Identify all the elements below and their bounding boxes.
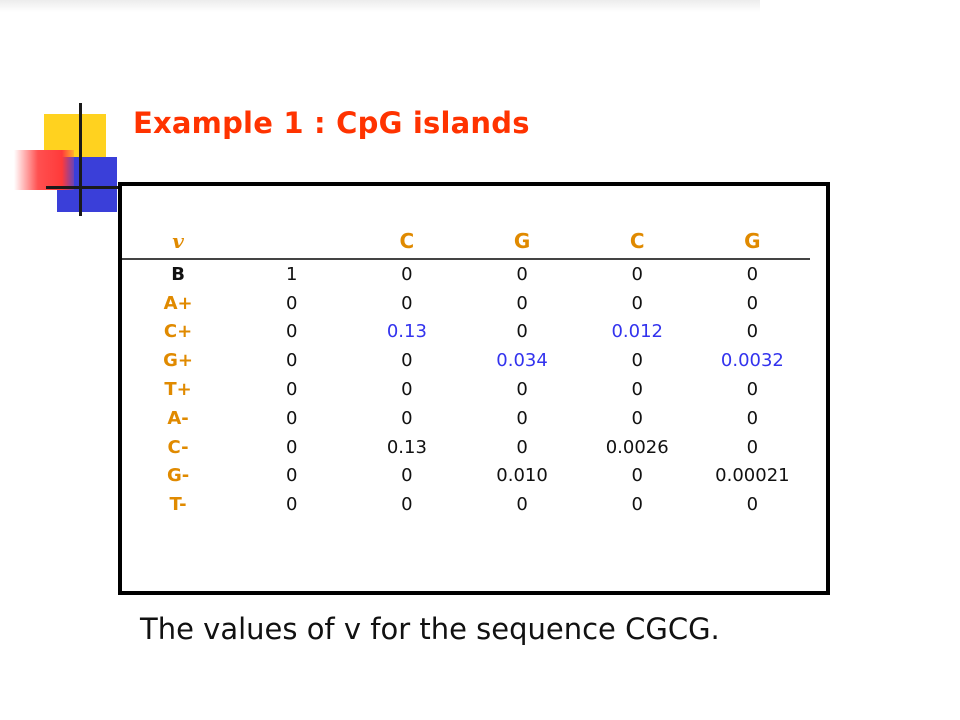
red-bar-shape	[14, 150, 74, 190]
table-cell: 0	[631, 379, 643, 401]
header-cell-c1: C	[399, 229, 415, 253]
table-cell: 0	[516, 292, 528, 314]
table-cell: 0.00021	[715, 465, 790, 487]
table-cell: 0	[516, 407, 528, 429]
table-cell: 0	[516, 436, 528, 458]
row-state-label: C+	[163, 321, 193, 343]
table-cell: 0	[746, 292, 759, 314]
slide-caption: The values of v for the sequence CGCG.	[140, 612, 720, 646]
table-cell: 0	[516, 263, 528, 285]
table-cell: 0	[286, 436, 298, 458]
table-cell: 0	[746, 436, 759, 458]
table-row: B 1 0 0 0 0	[122, 259, 810, 289]
table-cell: 0	[401, 465, 413, 487]
table-row: C- 0 0.13 0 0.0026 0	[122, 433, 810, 462]
table-cell: 0	[401, 263, 413, 285]
table-cell: 0	[631, 407, 643, 429]
table-cell: 0	[746, 263, 759, 285]
decorative-corner-graphic	[0, 0, 146, 230]
table-cell: 0	[746, 494, 759, 516]
row-state-label: A+	[163, 292, 193, 314]
table-cell: 0	[746, 379, 759, 401]
table-cell: 0.010	[496, 465, 548, 487]
header-cell-g2: G	[744, 229, 761, 253]
slide-title: Example 1 : CpG islands	[133, 106, 530, 140]
table-cell: 0	[746, 321, 759, 343]
table-cell: 0	[286, 379, 298, 401]
table-cell: 0	[516, 494, 528, 516]
table-cell: 0.0032	[720, 350, 784, 372]
row-state-label: B	[171, 263, 185, 285]
table-row: A+ 0 0 0 0 0	[122, 289, 810, 318]
table-cell: 0	[286, 292, 298, 314]
table-cell: 0.034	[496, 350, 548, 372]
table-cell: 0.012	[611, 321, 663, 343]
table-cell: 0	[401, 292, 413, 314]
table-cell: 0	[746, 407, 759, 429]
table-cell: 0	[401, 494, 413, 516]
row-state-label: A-	[167, 407, 189, 429]
table-cell: 0	[286, 321, 298, 343]
table-cell: 0	[631, 494, 643, 516]
table-cell: 0.13	[386, 321, 427, 343]
table-cell: 0	[401, 407, 413, 429]
table-frame: v C G C G B 1 0 0 0 0 A+ 0 0 0 0 0 C+ 0 0.13 0 0.012 0 G+ 0…	[118, 182, 830, 595]
table-cell: 0	[286, 407, 298, 429]
table-cell: 0	[286, 350, 298, 372]
viterbi-table: v C G C G B 1 0 0 0 0 A+ 0 0 0 0 0 C+ 0 0.13 0 0.012 0 G+ 0…	[122, 224, 810, 519]
table-cell: 0	[631, 465, 643, 487]
table-row: G- 0 0 0.010 0 0.00021	[122, 462, 810, 491]
table-cell: 1	[286, 263, 298, 285]
table-cell: 0	[286, 465, 298, 487]
vertical-line-shape	[79, 103, 82, 216]
table-row: T- 0 0 0 0 0	[122, 490, 810, 519]
table-row: A- 0 0 0 0 0	[122, 404, 810, 433]
table-cell: 0	[631, 350, 643, 372]
table-cell: 0	[516, 379, 528, 401]
table-cell: 0.0026	[605, 436, 669, 458]
table-row: T+ 0 0 0 0 0	[122, 375, 810, 404]
table-row: G+ 0 0 0.034 0 0.0032	[122, 346, 810, 375]
header-cell-empty	[234, 224, 349, 259]
table-cell: 0	[516, 321, 528, 343]
row-state-label: G+	[163, 350, 193, 372]
header-cell-g1: G	[513, 229, 531, 253]
row-state-label: C-	[167, 436, 189, 458]
table-cell: 0	[286, 494, 298, 516]
table-cell: 0	[631, 292, 643, 314]
table-cell: 0.13	[386, 436, 427, 458]
shadow-line-shape	[0, 0, 760, 12]
row-state-label: T+	[164, 379, 192, 401]
header-cell-v: v	[172, 229, 184, 253]
table-cell: 0	[401, 379, 413, 401]
row-state-label: T-	[169, 494, 187, 516]
table-cell: 0	[631, 263, 643, 285]
row-state-label: G-	[166, 465, 190, 487]
horizontal-line-shape	[46, 186, 146, 189]
table-cell: 0	[401, 350, 413, 372]
table-row: C+ 0 0.13 0 0.012 0	[122, 318, 810, 347]
header-cell-c2: C	[629, 229, 645, 253]
table-header-row: v C G C G	[122, 224, 810, 259]
